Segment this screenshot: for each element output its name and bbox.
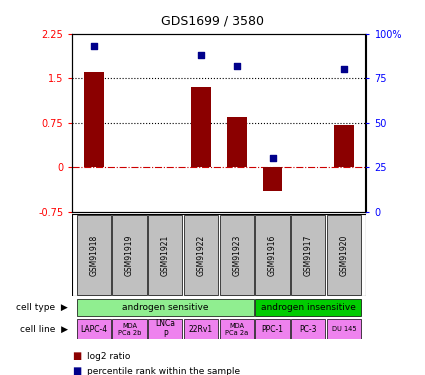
Text: log2 ratio: log2 ratio bbox=[87, 352, 130, 361]
FancyBboxPatch shape bbox=[255, 320, 290, 339]
Text: GSM91916: GSM91916 bbox=[268, 234, 277, 276]
Text: MDA
PCa 2b: MDA PCa 2b bbox=[118, 322, 141, 336]
Text: GSM91918: GSM91918 bbox=[89, 234, 98, 276]
Point bbox=[269, 155, 276, 161]
Text: GSM91923: GSM91923 bbox=[232, 234, 241, 276]
FancyBboxPatch shape bbox=[327, 215, 361, 295]
FancyBboxPatch shape bbox=[76, 215, 111, 295]
FancyBboxPatch shape bbox=[255, 215, 290, 295]
FancyBboxPatch shape bbox=[112, 320, 147, 339]
Text: GDS1699 / 3580: GDS1699 / 3580 bbox=[161, 15, 264, 28]
FancyBboxPatch shape bbox=[291, 320, 326, 339]
Text: GSM91919: GSM91919 bbox=[125, 234, 134, 276]
Text: cell line  ▶: cell line ▶ bbox=[20, 324, 68, 334]
Text: GSM91922: GSM91922 bbox=[196, 234, 206, 276]
Point bbox=[198, 52, 204, 58]
Bar bbox=[334, 124, 354, 167]
Bar bbox=[227, 117, 246, 167]
FancyBboxPatch shape bbox=[327, 320, 361, 339]
Text: MDA
PCa 2a: MDA PCa 2a bbox=[225, 322, 248, 336]
FancyBboxPatch shape bbox=[291, 215, 326, 295]
FancyBboxPatch shape bbox=[76, 320, 111, 339]
FancyBboxPatch shape bbox=[184, 320, 218, 339]
Text: GSM91921: GSM91921 bbox=[161, 234, 170, 276]
Text: DU 145: DU 145 bbox=[332, 326, 356, 332]
Bar bbox=[191, 87, 211, 167]
Text: 22Rv1: 22Rv1 bbox=[189, 324, 213, 334]
Text: PPC-1: PPC-1 bbox=[261, 324, 283, 334]
FancyBboxPatch shape bbox=[184, 215, 218, 295]
Text: LAPC-4: LAPC-4 bbox=[80, 324, 107, 334]
Text: cell type  ▶: cell type ▶ bbox=[16, 303, 68, 312]
FancyBboxPatch shape bbox=[220, 215, 254, 295]
Text: ■: ■ bbox=[72, 351, 82, 361]
Text: LNCa
P: LNCa P bbox=[155, 320, 175, 339]
Text: percentile rank within the sample: percentile rank within the sample bbox=[87, 367, 240, 375]
FancyBboxPatch shape bbox=[255, 299, 361, 316]
Point bbox=[341, 66, 348, 72]
Bar bbox=[263, 167, 282, 191]
FancyBboxPatch shape bbox=[220, 320, 254, 339]
Text: GSM91917: GSM91917 bbox=[304, 234, 313, 276]
Point bbox=[90, 43, 97, 49]
Text: GSM91920: GSM91920 bbox=[340, 234, 348, 276]
FancyBboxPatch shape bbox=[148, 320, 182, 339]
FancyBboxPatch shape bbox=[112, 215, 147, 295]
Text: androgen insensitive: androgen insensitive bbox=[261, 303, 356, 312]
Text: PC-3: PC-3 bbox=[300, 324, 317, 334]
FancyBboxPatch shape bbox=[148, 215, 182, 295]
Point bbox=[233, 63, 240, 69]
Bar bbox=[84, 72, 104, 167]
Text: ■: ■ bbox=[72, 366, 82, 375]
FancyBboxPatch shape bbox=[76, 299, 254, 316]
Text: androgen sensitive: androgen sensitive bbox=[122, 303, 209, 312]
